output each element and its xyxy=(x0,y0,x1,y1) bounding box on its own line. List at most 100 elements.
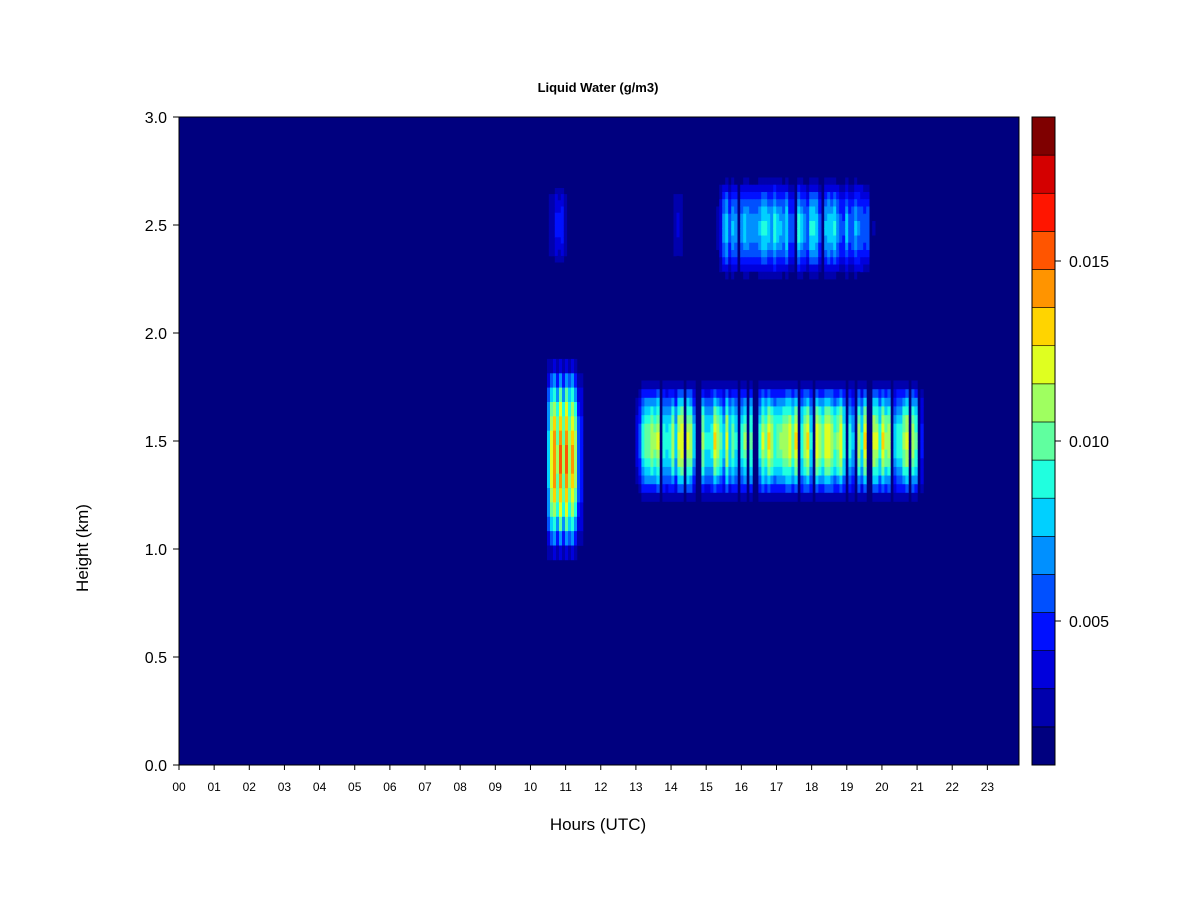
heatmap-cell xyxy=(554,200,559,207)
heatmap-cell xyxy=(860,250,864,258)
heatmap-cell xyxy=(779,242,783,251)
heatmap-cell xyxy=(791,213,795,222)
heatmap-cell xyxy=(562,402,566,417)
heatmap-cell xyxy=(668,415,672,425)
heatmap-cell xyxy=(842,397,846,407)
heatmap-cell xyxy=(902,406,906,416)
heatmap-cell xyxy=(884,458,888,468)
heatmap-cell xyxy=(824,264,828,273)
heatmap-cell xyxy=(758,177,762,186)
heatmap-cell xyxy=(743,423,747,433)
heatmap-cell xyxy=(875,389,879,399)
heatmap-cell xyxy=(812,192,816,200)
heatmap-cell xyxy=(827,484,831,494)
heatmap-cell xyxy=(713,415,717,425)
heatmap-cell xyxy=(842,458,846,468)
heatmap-cell xyxy=(571,445,575,460)
heatmap-cell xyxy=(791,242,795,251)
heatmap-cell xyxy=(755,199,759,207)
heatmap-cell xyxy=(827,423,831,433)
heatmap-cell xyxy=(818,184,822,193)
heatmap-cell xyxy=(746,199,750,207)
heatmap-cell xyxy=(782,423,786,433)
heatmap-cell xyxy=(833,221,837,229)
heatmap-cell xyxy=(782,432,786,442)
heatmap-cell xyxy=(764,271,768,280)
heatmap-cell xyxy=(854,257,858,265)
heatmap-cell xyxy=(812,213,816,222)
heatmap-cell xyxy=(851,466,855,476)
heatmap-cell xyxy=(842,449,846,459)
heatmap-cell xyxy=(803,177,807,186)
heatmap-cell xyxy=(676,243,680,251)
heatmap-cell xyxy=(845,177,849,186)
heatmap-cell xyxy=(719,397,723,407)
heatmap-cell xyxy=(758,406,762,416)
heatmap-cell xyxy=(860,213,864,222)
heatmap-cell xyxy=(776,257,780,265)
heatmap-cell xyxy=(782,177,786,186)
heatmap-cell xyxy=(806,228,810,236)
heatmap-cell xyxy=(785,475,789,485)
heatmap-cell xyxy=(740,192,744,200)
heatmap-cell xyxy=(785,250,789,258)
heatmap-cell xyxy=(815,406,819,416)
heatmap-cell xyxy=(731,389,735,399)
heatmap-cell xyxy=(743,397,747,407)
heatmap-cell xyxy=(650,415,654,425)
heatmap-cell xyxy=(863,184,867,193)
colorbar-segment xyxy=(1031,459,1056,499)
heatmap-cell xyxy=(725,432,729,442)
heatmap-cell xyxy=(842,406,846,416)
heatmap-cell xyxy=(863,206,867,215)
heatmap-cell xyxy=(821,397,825,407)
heatmap-cell xyxy=(563,218,568,226)
heatmap-cell xyxy=(758,423,762,433)
heatmap-cell xyxy=(743,177,747,186)
heatmap-cell xyxy=(671,441,675,450)
heatmap-cell xyxy=(758,242,762,251)
heatmap-cell xyxy=(680,406,684,416)
heatmap-cell xyxy=(577,373,581,388)
heatmap-cell xyxy=(767,250,771,258)
heatmap-cell xyxy=(779,492,783,502)
heatmap-cell xyxy=(824,423,828,433)
heatmap-cell xyxy=(758,380,762,390)
heatmap-cell xyxy=(734,264,738,273)
heatmap-cell xyxy=(701,475,705,485)
heatmap-cell xyxy=(833,449,837,459)
heatmap-cell xyxy=(824,432,828,442)
heatmap-cell xyxy=(800,484,804,494)
heatmap-cell xyxy=(905,441,909,450)
heatmap-cell xyxy=(547,545,551,561)
heatmap-cell xyxy=(749,492,753,502)
heatmap-cell xyxy=(668,380,672,390)
heatmap-cell xyxy=(836,177,840,186)
heatmap-cell xyxy=(818,199,822,207)
heatmap-cell xyxy=(842,242,846,251)
heatmap-cell xyxy=(743,192,747,200)
heatmap-cell xyxy=(857,406,861,416)
heatmap-cell xyxy=(872,206,876,215)
heatmap-cell xyxy=(761,184,765,193)
heatmap-cell xyxy=(668,458,672,468)
heatmap-cell xyxy=(782,264,786,273)
heatmap-cell xyxy=(878,397,882,407)
heatmap-cell xyxy=(788,423,792,433)
heatmap-cell xyxy=(848,449,852,459)
heatmap-cell xyxy=(725,199,729,207)
heatmap-cell xyxy=(881,492,885,502)
heatmap-cell xyxy=(809,432,813,442)
heatmap-cell xyxy=(782,184,786,193)
heatmap-cell xyxy=(677,449,681,459)
heatmap-cell xyxy=(653,458,657,468)
heatmap-cell xyxy=(548,243,553,251)
heatmap-cell xyxy=(842,206,846,215)
heatmap-cell xyxy=(827,406,831,416)
heatmap-cell xyxy=(553,459,557,475)
heatmap-cell xyxy=(782,475,786,485)
heatmap-cell xyxy=(650,475,654,485)
heatmap-cell xyxy=(833,389,837,399)
heatmap-cell xyxy=(809,441,813,450)
